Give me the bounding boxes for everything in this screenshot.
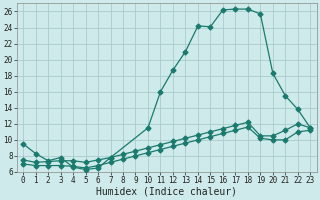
X-axis label: Humidex (Indice chaleur): Humidex (Indice chaleur) <box>96 187 237 197</box>
